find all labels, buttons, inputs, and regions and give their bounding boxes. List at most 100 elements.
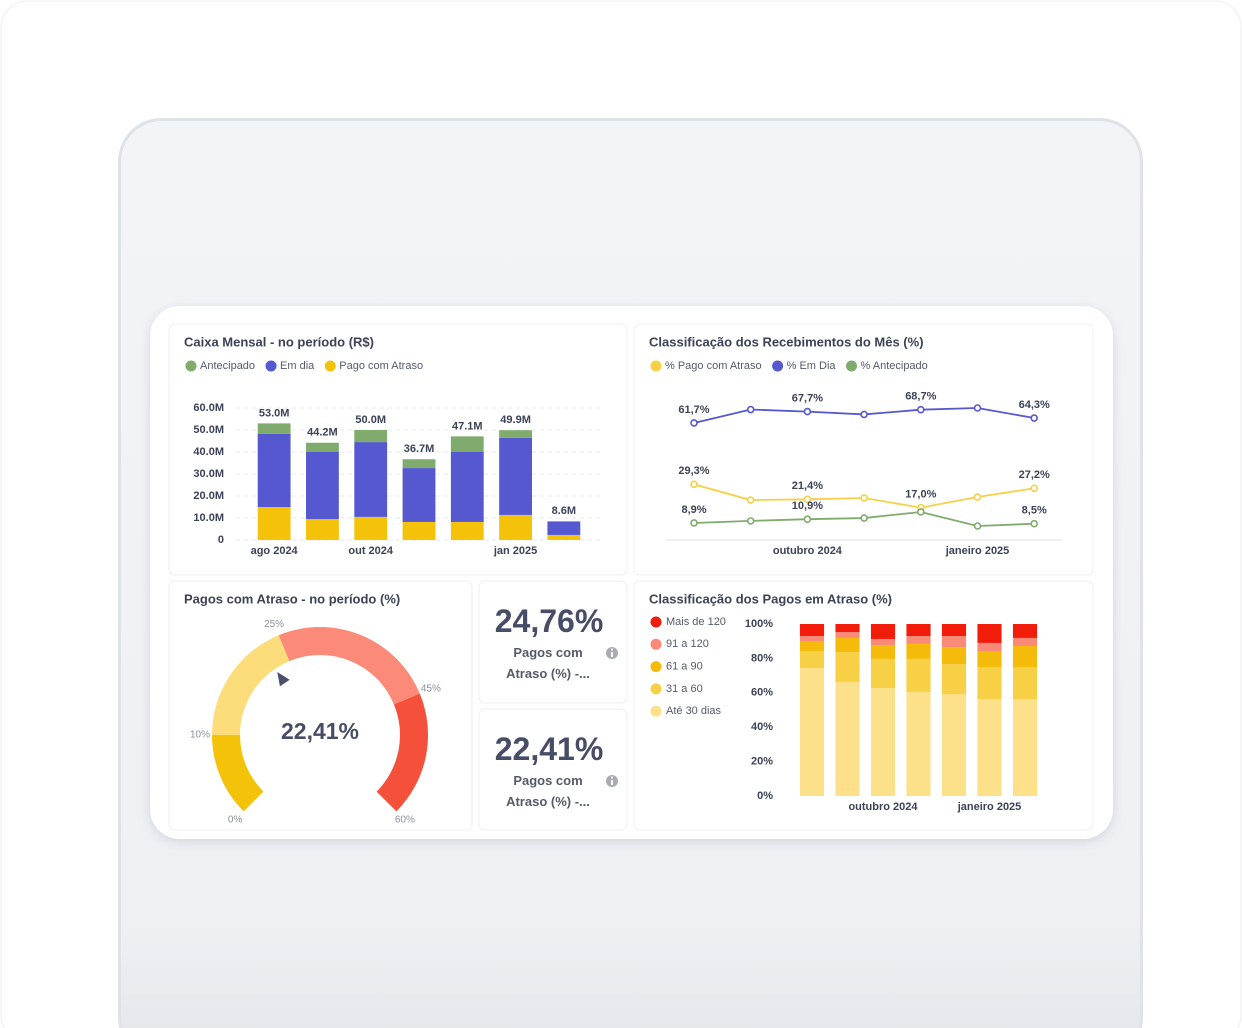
bar-segment — [870, 624, 896, 639]
legend-label: 61 a 90 — [666, 661, 703, 673]
legend-marker — [650, 705, 662, 717]
bar-segment — [450, 452, 484, 522]
total-label: 36.7M — [404, 443, 435, 455]
bar-segment — [799, 651, 825, 669]
y-tick-label: 0% — [757, 790, 773, 802]
value-label: 17,0% — [905, 489, 936, 501]
bar-segment — [547, 521, 581, 522]
bar-segment — [402, 521, 436, 540]
bar-segment — [799, 624, 825, 637]
legend-label: Até 30 dias — [666, 705, 722, 717]
bar-segment — [1012, 667, 1038, 699]
bar-segment — [257, 423, 291, 434]
bar-segment — [835, 637, 860, 653]
bar-segment — [870, 658, 896, 688]
bar-segment — [547, 534, 581, 540]
point — [916, 405, 925, 414]
point — [860, 494, 868, 502]
bar-segment — [450, 521, 484, 540]
bar-segment — [906, 643, 931, 659]
bar-segment — [257, 433, 291, 507]
chart-title: Classificação dos Pagos em Atraso (%) — [649, 591, 892, 606]
bar-segment — [306, 452, 339, 520]
bar-segment — [499, 437, 532, 515]
legend-marker — [650, 616, 662, 628]
point — [746, 517, 755, 525]
y-tick-label: 20% — [751, 756, 773, 768]
value-label: 67,7% — [792, 393, 823, 405]
bar-segment — [1012, 624, 1038, 638]
point — [916, 508, 925, 516]
legend-label: % Antecipado — [861, 360, 928, 372]
total-label: 49.9M — [500, 414, 531, 426]
point — [690, 419, 698, 427]
chart-title: Caixa Mensal - no período (R$) — [184, 334, 374, 349]
legend-label: % Em Dia — [787, 360, 837, 372]
bar-segment — [799, 636, 825, 642]
point — [803, 495, 812, 504]
point — [860, 514, 868, 522]
bar-segment — [799, 668, 825, 796]
y-tick-label: 0 — [218, 534, 224, 546]
x-tick-label: janeiro 2025 — [945, 545, 1010, 557]
bar-segment — [906, 636, 931, 644]
legend-marker — [846, 360, 858, 372]
chart-title: Classificação dos Recebimentos do Mês (%… — [649, 334, 924, 349]
point — [690, 480, 698, 489]
kpi-label: Pagos com Atraso (%) -... — [506, 645, 590, 681]
bar-segment — [257, 507, 291, 540]
y-tick-label: 30.0M — [193, 468, 224, 480]
panel — [633, 323, 1094, 576]
kpi-value: 24,76% — [494, 603, 604, 639]
bar-segment — [354, 430, 388, 443]
bar-segment — [835, 624, 860, 633]
bar-segment — [977, 667, 1002, 699]
bar-segment — [870, 638, 896, 645]
value-label: 61,7% — [678, 404, 709, 416]
point — [973, 404, 982, 412]
bar-segment — [977, 642, 1002, 652]
bar-segment — [941, 664, 967, 695]
legend-label: Antecipado — [200, 360, 255, 372]
info-icon[interactable] — [606, 647, 618, 659]
bar-segment — [941, 647, 967, 665]
point — [690, 519, 698, 527]
point — [803, 407, 812, 416]
y-tick-label: 100% — [745, 618, 773, 630]
legend-label: Pago com Atraso — [339, 360, 423, 372]
total-label: 44.2M — [307, 427, 338, 439]
bar-segment — [547, 521, 581, 535]
bar-segment — [1012, 637, 1038, 647]
bar-segment — [499, 514, 532, 540]
bar-segment — [977, 651, 1002, 667]
legend-marker — [650, 360, 662, 372]
panel — [478, 708, 628, 831]
info-icon[interactable] — [606, 775, 618, 787]
bar-segment — [941, 624, 967, 637]
bar-segment — [306, 519, 339, 540]
gauge-tick-label: 25% — [264, 619, 284, 630]
x-tick-label: out 2024 — [348, 545, 394, 557]
gauge-band — [212, 635, 290, 735]
y-tick-label: 60.0M — [193, 402, 224, 414]
legend-label: Mais de 120 — [666, 616, 726, 628]
gauge-band — [376, 693, 429, 812]
bar-segment — [906, 624, 931, 637]
bar-segment — [402, 459, 436, 469]
gauge-band — [212, 735, 264, 812]
bar-segment — [870, 644, 896, 659]
kpi-value: 22,41% — [494, 731, 604, 767]
panel — [168, 580, 473, 831]
bar-segment — [1012, 698, 1038, 796]
bar-segment — [941, 636, 967, 648]
bar-segment — [1012, 646, 1038, 667]
chart-title: Pagos com Atraso - no período (%) — [184, 591, 400, 606]
total-label: 50.0M — [355, 414, 386, 426]
legend-marker — [650, 661, 662, 673]
gauge-tick-label: 10% — [190, 730, 210, 741]
point — [860, 410, 868, 419]
point — [1030, 519, 1038, 528]
value-label: 8,5% — [1022, 505, 1047, 517]
point — [746, 405, 755, 414]
